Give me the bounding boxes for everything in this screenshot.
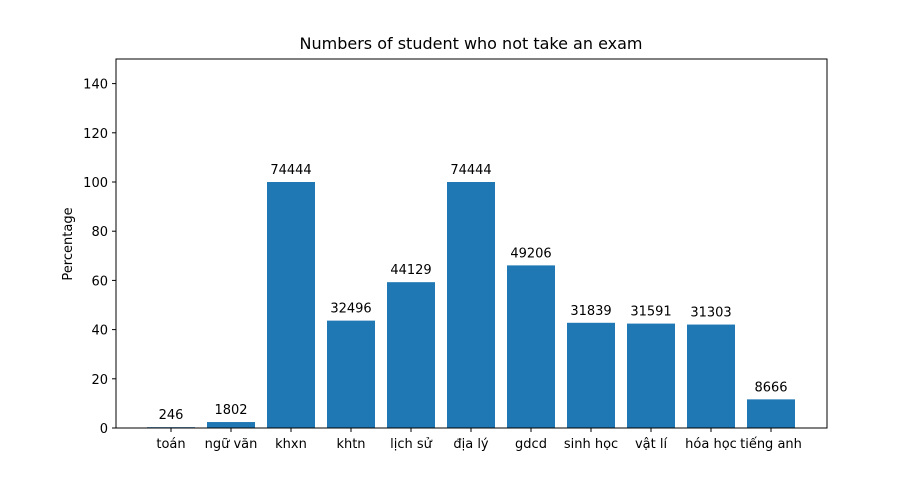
bar-value-label: 32496 (330, 302, 371, 317)
x-tick-label: gdcd (515, 437, 547, 452)
y-axis-label: Percentage (61, 207, 76, 280)
bar-labels-layer: 246 1802 74444 32496 44129 74444 49206 31839 315… (159, 163, 788, 423)
x-tick-label: vật lí (635, 437, 668, 452)
y-tick-label: 20 (91, 373, 108, 388)
bar (207, 422, 255, 428)
y-tick-label: 100 (83, 176, 108, 191)
y-tick-label: 40 (91, 324, 108, 339)
y-tick-label: 0 (100, 422, 108, 437)
x-axis-ticks: toán ngữ văn khxn khtn lịch sử địa lý gdcd sinh… (156, 428, 802, 452)
x-tick-label: địa lý (453, 437, 489, 452)
bar-value-label: 44129 (390, 263, 431, 278)
bar-value-label: 49206 (510, 246, 551, 261)
bar-value-label: 31839 (570, 304, 611, 319)
y-tick-label: 140 (83, 78, 108, 93)
x-tick-label: toán (156, 437, 185, 452)
x-tick-label: tiếng anh (740, 437, 802, 452)
bar-value-label: 8666 (754, 380, 787, 395)
bar (327, 320, 375, 428)
bar (507, 265, 555, 428)
bar (387, 282, 435, 428)
bar (627, 323, 675, 428)
plot-frame (115, 58, 828, 429)
bar-value-label: 1802 (214, 403, 247, 418)
y-axis-ticks: 0 20 40 60 80 100 120 140 (83, 78, 116, 437)
bar (747, 399, 795, 428)
bar-value-label: 74444 (450, 163, 491, 178)
bar (267, 182, 315, 428)
y-tick-label: 120 (83, 127, 108, 142)
bar-value-label: 246 (159, 408, 184, 423)
bar (687, 324, 735, 428)
x-tick-label: khtn (336, 437, 365, 452)
chart-title: Numbers of student who not take an exam (300, 34, 643, 53)
bar-value-label: 31303 (690, 306, 731, 321)
x-tick-label: hóa học (685, 437, 737, 452)
bar (567, 322, 615, 428)
x-tick-label: ngữ văn (205, 437, 258, 452)
bars-layer (147, 182, 795, 428)
bar (447, 182, 495, 428)
x-tick-label: lịch sử (390, 437, 433, 452)
bar-value-label: 74444 (270, 163, 311, 178)
x-tick-label: khxn (275, 437, 307, 452)
y-tick-label: 60 (91, 274, 108, 289)
x-tick-label: sinh học (564, 437, 618, 452)
bar-value-label: 31591 (630, 305, 671, 320)
y-tick-label: 80 (91, 225, 108, 240)
